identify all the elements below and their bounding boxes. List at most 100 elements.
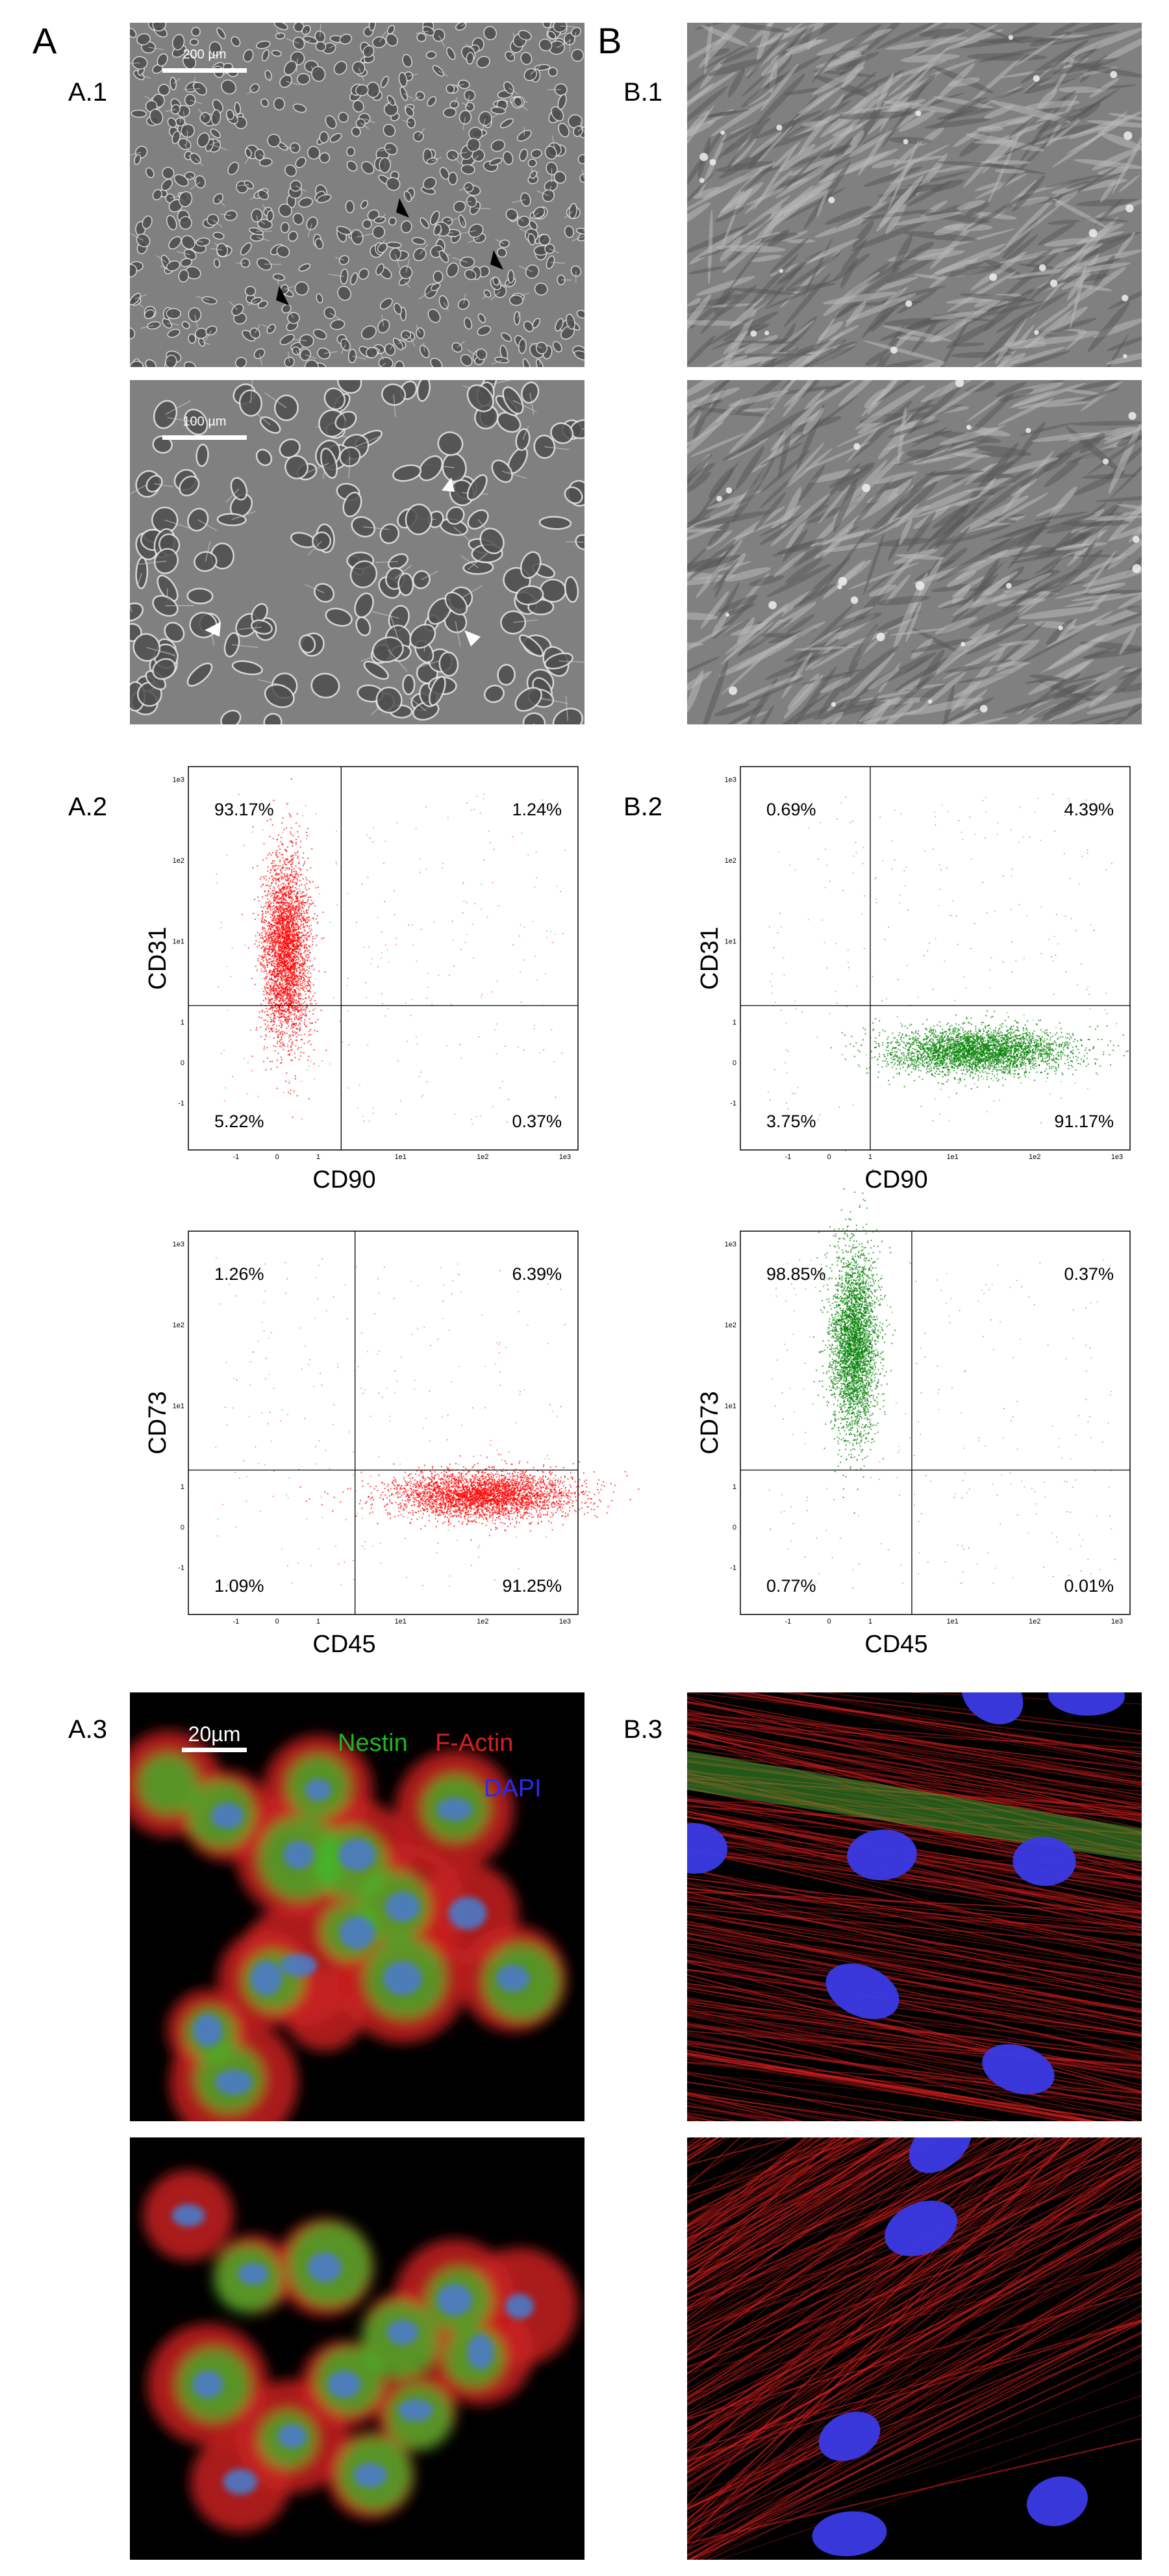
y-tick-label: -1 (730, 1100, 736, 1108)
y-tick-label: 1 (181, 1483, 184, 1491)
event-points (769, 1149, 1116, 1589)
x-tick-label: 1e2 (477, 1618, 488, 1626)
quadrant-lower-right-percent: 91.17% (1054, 1112, 1114, 1131)
fluorescence-micrograph-a3-top: 20µm Nestin F-Actin DAPI (130, 1692, 584, 2121)
quadrant-lower-right-percent: 0.01% (1064, 1576, 1114, 1596)
x-tick-label: 1e3 (559, 1618, 571, 1626)
cell-texture (130, 23, 584, 367)
y-tick-label: 1 (181, 1019, 184, 1027)
x-tick-label: 0 (827, 1153, 831, 1161)
y-tick-label: 1e1 (725, 938, 736, 946)
flow-plot-b2-top: -1 -1 0 0 1 1 1e1 1e1 1e2 1e2 1e3 1e3 0.69% 4.39% 3.75… (696, 766, 1131, 1193)
y-tick-label: 1e1 (173, 1403, 184, 1410)
quadrant-upper-left-percent: 1.26% (214, 1264, 264, 1284)
x-tick-label: 1e2 (477, 1153, 488, 1161)
fluorescence-micrograph-b3-bottom (687, 2137, 1142, 2560)
plot-frame (740, 766, 1131, 1151)
y-tick-label: 0 (733, 1524, 736, 1531)
flow-plot-a2-top: -1 -1 0 0 1 1 1e1 1e1 1e2 1e2 1e3 1e3 93.17% 1.24% 5.2… (144, 766, 579, 1193)
y-tick-label: -1 (178, 1564, 184, 1572)
y-tick-label: 1e3 (725, 776, 736, 784)
stain-label-dapi: DAPI (484, 1775, 542, 1802)
quadrant-lower-left-percent: 1.09% (214, 1576, 264, 1596)
quadrant-upper-left-percent: 0.69% (766, 800, 816, 819)
x-tick-label: 1e3 (1111, 1618, 1123, 1626)
phase-micrograph-b1-top (687, 23, 1142, 367)
y-tick-label: 1e3 (173, 776, 184, 784)
y-tick-label: 0 (181, 1524, 184, 1531)
y-axis-title: CD73 (144, 1391, 171, 1454)
x-tick-label: 1e1 (394, 1618, 406, 1626)
y-tick-label: 1e1 (173, 938, 184, 946)
fluorescence-micrograph-b3-top (687, 1692, 1142, 2121)
phase-texture-b1-top (687, 23, 1142, 367)
quadrant-upper-right-percent: 4.39% (1064, 800, 1114, 819)
x-tick-label: 0 (275, 1618, 279, 1626)
phase-texture-a1-top: 200 µm (130, 23, 584, 367)
quadrant-upper-right-percent: 0.37% (1064, 1264, 1114, 1284)
plot-frame (188, 766, 579, 1151)
quadrant-lower-left-percent: 0.77% (766, 1576, 816, 1596)
x-tick-label: 1e3 (559, 1153, 571, 1161)
x-tick-label: 1e1 (946, 1153, 958, 1161)
y-tick-label: -1 (730, 1564, 736, 1572)
quadrant-lower-left-percent: 3.75% (766, 1112, 816, 1131)
phase-micrograph-b1-bottom (687, 380, 1142, 724)
y-tick-label: 0 (181, 1059, 184, 1067)
plot-frame (740, 1231, 1131, 1615)
event-points (216, 778, 566, 1125)
flow-plot-a2-bottom: -1 -1 0 0 1 1 1e1 1e1 1e2 1e2 1e3 1e3 1.26% 6.39% 1.09… (144, 1231, 640, 1658)
x-tick-label: 1 (316, 1618, 320, 1626)
sublabel-a1: A.1 (68, 78, 108, 107)
panel-letter-a: A (32, 20, 57, 61)
x-axis-title: CD90 (864, 1166, 927, 1193)
y-axis-title: CD31 (144, 926, 171, 989)
x-axis-title: CD45 (864, 1631, 927, 1658)
x-tick-label: 1 (868, 1153, 872, 1161)
x-axis-title: CD90 (312, 1166, 375, 1193)
phase-micrograph-a1-top: 200 µm (130, 23, 584, 367)
phase-texture-b1-bottom (687, 380, 1142, 724)
fluor-image-b3-bottom (687, 2137, 1142, 2560)
sublabel-b2: B.2 (623, 793, 663, 821)
quadrant-upper-right-percent: 6.39% (512, 1264, 562, 1284)
x-tick-label: 1e1 (946, 1618, 958, 1626)
y-tick-label: 1e2 (173, 1321, 184, 1329)
y-tick-label: 1e2 (725, 857, 736, 865)
y-axis-title: CD31 (696, 926, 723, 989)
quadrant-lower-right-percent: 0.37% (512, 1112, 562, 1131)
x-tick-label: -1 (233, 1153, 239, 1161)
phase-texture-a1-bottom: 100 µm (130, 380, 584, 724)
y-tick-label: -1 (178, 1100, 184, 1108)
y-tick-label: 1 (733, 1483, 736, 1491)
fluor-image-b3-top (687, 1692, 1142, 2121)
y-tick-label: 0 (733, 1059, 736, 1067)
cell-texture (130, 380, 584, 724)
x-tick-label: 1e1 (394, 1153, 406, 1161)
sublabel-b1: B.1 (623, 78, 663, 107)
stain-label-factin: F-Actin (435, 1729, 513, 1757)
x-tick-label: -1 (785, 1153, 791, 1161)
y-tick-label: 1e2 (173, 857, 184, 865)
y-tick-label: 1 (733, 1019, 736, 1027)
cell-texture (687, 380, 1142, 724)
x-axis-title: CD45 (312, 1631, 375, 1658)
fluor-image-a3-bottom (143, 2170, 578, 2532)
x-tick-label: 1 (316, 1153, 320, 1161)
panel-letter-b: B (597, 20, 622, 61)
x-tick-label: 1e3 (1111, 1153, 1123, 1161)
fluor-image-a3-top: 20µm Nestin F-Actin DAPI (130, 1722, 566, 2121)
x-tick-label: 0 (827, 1618, 831, 1626)
y-tick-label: 1e3 (173, 1241, 184, 1249)
x-tick-label: 0 (275, 1153, 279, 1161)
quadrant-upper-left-percent: 98.85% (766, 1264, 826, 1284)
cell-texture (687, 23, 1142, 367)
y-tick-label: 1e2 (725, 1321, 736, 1329)
x-tick-label: -1 (233, 1618, 239, 1626)
phase-micrograph-a1-bottom: 100 µm (130, 380, 584, 724)
fluorescence-micrograph-a3-bottom (130, 2137, 584, 2560)
scalebar-label-a1-bottom: 100 µm (182, 414, 226, 429)
y-tick-label: 1e3 (725, 1241, 736, 1249)
y-tick-label: 1e1 (725, 1403, 736, 1410)
quadrant-lower-right-percent: 91.25% (502, 1576, 562, 1596)
